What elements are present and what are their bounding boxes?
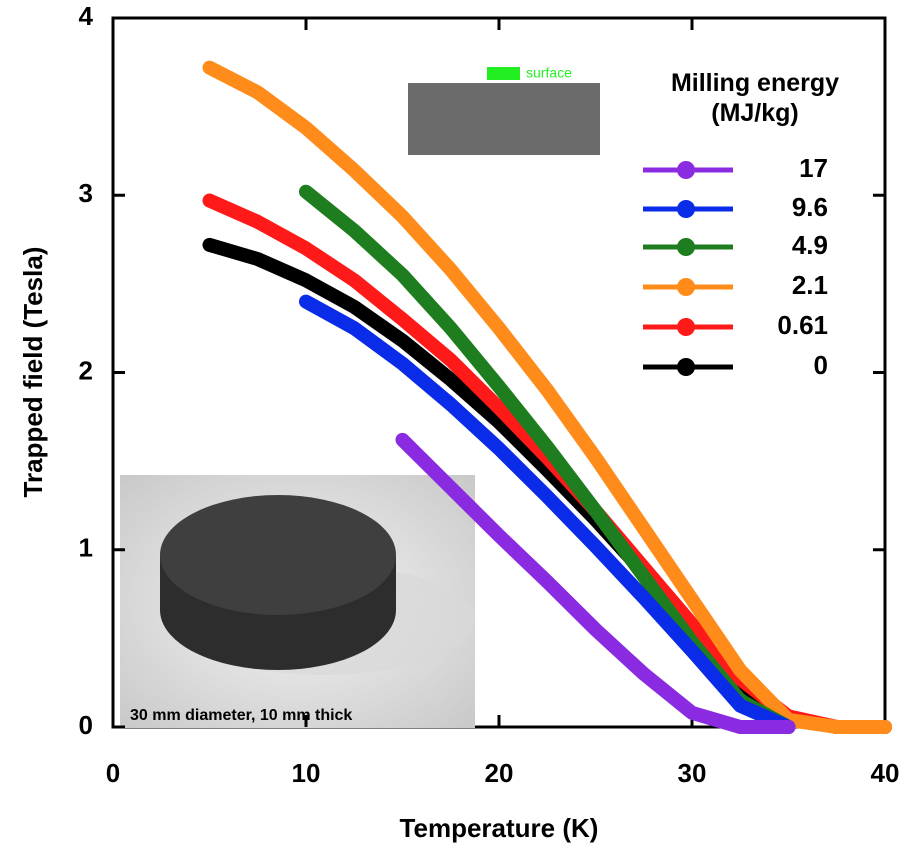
x-tick-label: 10 — [292, 758, 321, 788]
series-line — [395, 432, 796, 734]
legend-marker — [677, 200, 695, 218]
series-line — [202, 60, 892, 734]
legend-marker — [677, 238, 695, 256]
legend-label: 17 — [799, 153, 828, 183]
y-tick-label: 2 — [79, 355, 93, 385]
x-tick-label: 20 — [485, 758, 514, 788]
legend-label: 0 — [814, 350, 828, 380]
series-line — [299, 294, 796, 734]
legend-marker — [677, 161, 695, 179]
inset-label: surface — [526, 65, 572, 81]
x-tick-label: 30 — [678, 758, 707, 788]
x-tick-label: 0 — [106, 758, 120, 788]
y-axis-label: Trapped field (Tesla) — [18, 247, 48, 498]
y-tick-label: 4 — [79, 1, 94, 31]
x-tick-label: 40 — [871, 758, 900, 788]
legend-marker — [677, 358, 695, 376]
photo-caption: 30 mm diameter, 10 mm thick — [130, 707, 352, 724]
legend-marker — [677, 278, 695, 296]
legend-label: 0.61 — [777, 310, 828, 340]
y-tick-label: 1 — [79, 533, 93, 563]
legend-title: Milling energy (MJ/kg) — [670, 69, 840, 127]
legend-label: 9.6 — [792, 192, 828, 222]
y-tick-label: 3 — [79, 178, 93, 208]
x-axis-label: Temperature (K) — [400, 813, 599, 843]
legend-marker — [677, 318, 695, 336]
legend-label: 2.1 — [792, 270, 828, 300]
y-tick-label: 0 — [79, 710, 93, 740]
legend-label: 4.9 — [792, 230, 828, 260]
surface-inset — [408, 67, 600, 155]
photo-inset — [120, 475, 475, 728]
